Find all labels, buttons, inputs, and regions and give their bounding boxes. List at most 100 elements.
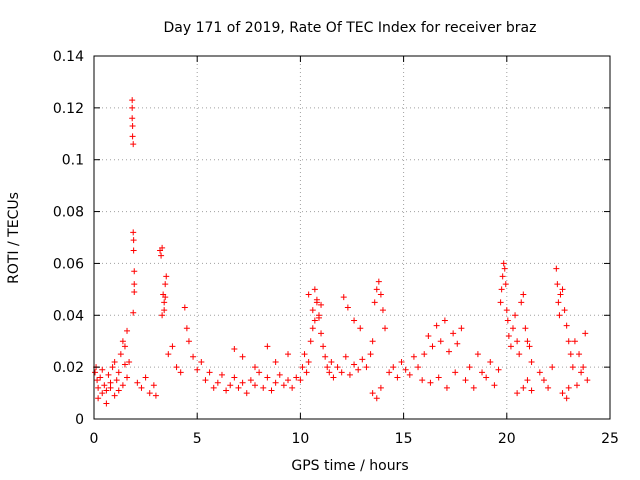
data-point — [520, 291, 527, 298]
data-point — [129, 115, 136, 122]
data-point — [119, 338, 126, 345]
data-point — [162, 281, 169, 288]
data-point — [390, 364, 397, 371]
data-point — [138, 384, 145, 391]
data-point — [99, 390, 106, 397]
data-point — [101, 382, 108, 389]
data-point — [359, 356, 366, 363]
data-point — [111, 358, 118, 365]
data-point — [260, 384, 267, 391]
data-point — [443, 384, 450, 391]
data-point — [318, 301, 325, 308]
data-point — [130, 309, 137, 316]
data-point — [158, 252, 165, 259]
data-point — [239, 379, 246, 386]
data-point — [520, 384, 527, 391]
data-point — [582, 330, 589, 337]
data-point — [328, 358, 335, 365]
data-point — [507, 343, 514, 350]
data-point — [99, 366, 106, 373]
data-point — [578, 369, 585, 376]
data-point — [580, 364, 587, 371]
data-point — [415, 364, 422, 371]
data-point — [342, 353, 349, 360]
y-tick-label: 0.1 — [62, 153, 84, 169]
data-point — [518, 299, 525, 306]
data-point — [289, 384, 296, 391]
data-point — [183, 325, 190, 332]
x-axis-label: GPS time / hours — [291, 458, 408, 474]
data-point — [318, 330, 325, 337]
data-point — [285, 377, 292, 384]
data-point — [559, 390, 566, 397]
data-point — [117, 351, 124, 358]
data-point — [501, 265, 508, 272]
data-point — [402, 366, 409, 373]
data-point — [427, 379, 434, 386]
data-point — [571, 338, 578, 345]
data-point — [198, 358, 205, 365]
data-point — [276, 371, 283, 378]
data-point — [105, 371, 112, 378]
data-point — [161, 307, 168, 314]
data-point — [452, 369, 459, 376]
x-tick-label: 5 — [193, 431, 202, 447]
data-point — [313, 296, 320, 303]
data-point — [504, 317, 511, 324]
data-point — [382, 325, 389, 332]
data-point — [499, 273, 506, 280]
data-point — [528, 358, 535, 365]
data-point — [554, 281, 561, 288]
data-point — [555, 299, 562, 306]
x-tick-label: 20 — [498, 431, 516, 447]
data-point — [565, 384, 572, 391]
data-point — [130, 229, 137, 236]
data-point — [386, 369, 393, 376]
data-point — [346, 371, 353, 378]
data-point — [474, 351, 481, 358]
data-point — [514, 338, 521, 345]
data-point — [142, 374, 149, 381]
data-point — [462, 377, 469, 384]
data-point — [218, 371, 225, 378]
data-point — [109, 364, 116, 371]
data-point — [330, 374, 337, 381]
data-point — [320, 343, 327, 350]
data-point — [177, 369, 184, 376]
data-point — [194, 366, 201, 373]
data-point — [410, 353, 417, 360]
data-point — [576, 351, 583, 358]
data-point — [487, 358, 494, 365]
data-point — [357, 325, 364, 332]
data-point — [134, 379, 141, 386]
y-tick-label: 0.12 — [53, 101, 84, 117]
data-point — [505, 333, 512, 340]
data-point — [326, 369, 333, 376]
data-point — [161, 299, 168, 306]
data-point — [305, 358, 312, 365]
data-point — [338, 369, 345, 376]
data-point — [111, 392, 118, 399]
data-point — [121, 361, 128, 368]
data-point — [569, 364, 576, 371]
data-point — [129, 97, 136, 104]
data-point — [363, 364, 370, 371]
data-point — [483, 374, 490, 381]
data-point — [526, 343, 533, 350]
data-point — [305, 291, 312, 298]
data-point — [557, 291, 564, 298]
data-point — [268, 387, 275, 394]
data-point — [584, 377, 591, 384]
data-point — [503, 307, 510, 314]
data-point — [92, 369, 99, 376]
data-point — [556, 312, 563, 319]
data-point — [103, 400, 110, 407]
data-point — [243, 390, 250, 397]
data-point — [103, 387, 110, 394]
data-point — [272, 358, 279, 365]
data-point — [115, 369, 122, 376]
data-point — [152, 392, 159, 399]
data-point — [563, 322, 570, 329]
data-point — [512, 312, 519, 319]
data-point — [285, 351, 292, 358]
